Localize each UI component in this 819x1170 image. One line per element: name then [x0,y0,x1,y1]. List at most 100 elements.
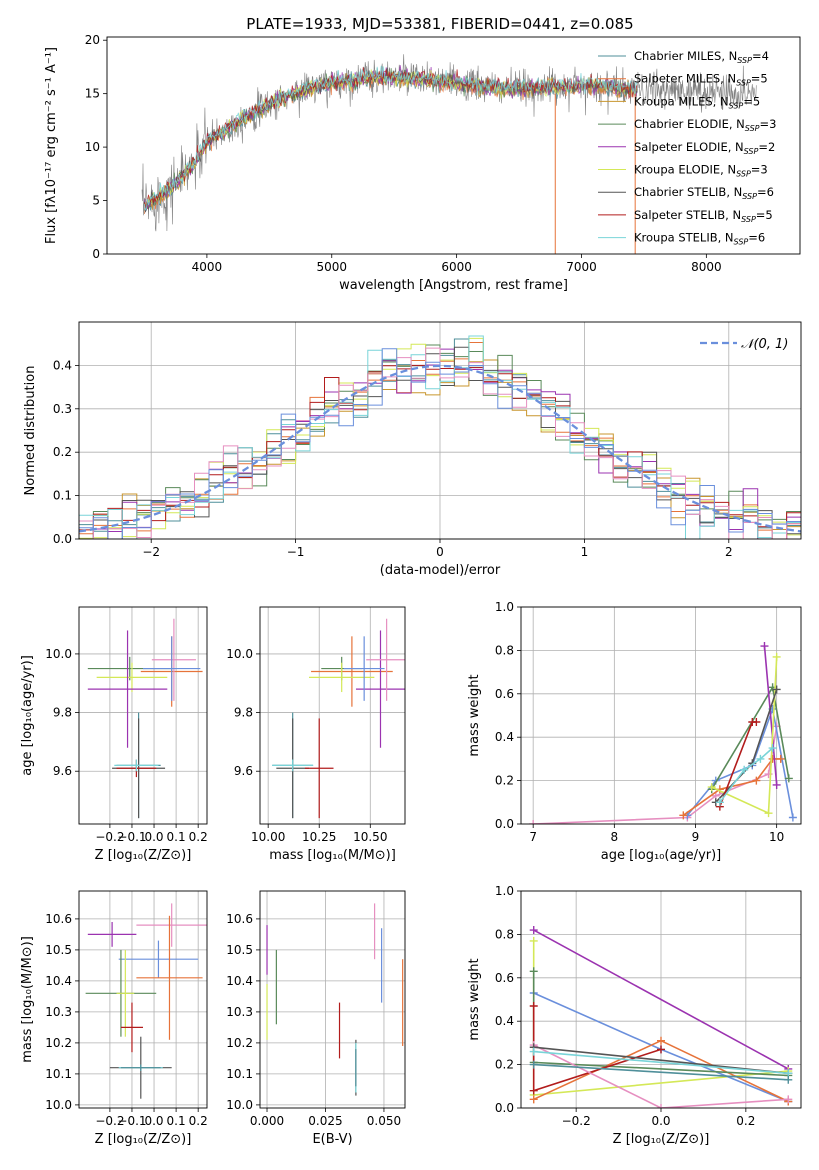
mass-weight-marker [752,718,761,727]
axes-frame [106,36,801,255]
y-tick-label: 10.2 [226,1036,253,1050]
y-tick-label: 10.6 [226,912,253,926]
y-tick-label: 10.3 [226,1005,253,1019]
axes-frame [78,321,802,540]
legend-label-suffix: =2 [758,140,775,154]
legend-label-suffix: =5 [751,72,768,86]
x-axis-label: age [log₁₀(age/yr)] [601,848,722,863]
mass-weight-line [533,929,789,1070]
y-tick-label: 0.1 [53,489,72,503]
y-tick-label: 5 [92,194,100,208]
x-tick-label: 0.2 [189,830,208,844]
legend-label-suffix: =5 [756,208,773,222]
y-tick-label: 0.2 [53,445,72,459]
x-axis-label: Z [log₁₀(Z/Z⊙)] [95,1132,192,1147]
x-tick-label: 4000 [192,260,223,274]
mass-weight-marker [768,754,777,763]
mass-weight-marker [715,798,724,807]
mass-weight-marker [529,1060,538,1069]
x-tick-label: 7000 [566,260,597,274]
plot-area [529,926,793,1108]
legend-label: Kroupa MILES, NSSP=5 [634,94,760,110]
legend-label: 𝒩(0, 1) [741,337,788,352]
mass-weight-marker [776,754,785,763]
y-tick-label: 0.2 [495,774,514,788]
legend-label-sub: SSP [742,192,757,201]
plot-area [85,903,207,1099]
x-tick-label: 8000 [691,260,722,274]
x-tick-label: −0.2 [95,1114,124,1128]
x-tick-label: 0.1 [167,830,186,844]
mass-weight-line [715,689,778,803]
y-tick-label: 9.6 [234,764,253,778]
mass-weight-marker [529,926,538,935]
x-tick-label: 10.25 [302,830,336,844]
chart-panel-5: 7 8 9 10 0.0 0.2 0.4 0.6 0.8 1.0 age [log₁₀(age/yr… [467,600,802,863]
histogram-step [79,347,801,539]
chart-panel-2: −2 −1 0 1 2 0.0 0.1 0.2 0.3 0.4 (data-model)/error… [23,321,802,578]
x-tick-label: 0.1 [167,1114,186,1128]
legend-label-main: Chabrier STELIB, N [634,185,742,199]
y-tick-label: 0 [92,247,100,261]
mass-weight-marker [707,783,716,792]
legend-label-suffix: =6 [748,231,765,245]
x-axis-label: Z [log₁₀(Z/Z⊙)] [95,848,192,863]
y-tick-label: 10.2 [45,1036,72,1050]
plot-area [529,642,797,824]
normal-curve [79,364,801,533]
legend-label: Salpeter ELODIE, NSSP=2 [634,140,775,156]
mass-weight-line [719,747,774,803]
mass-weight-marker [760,642,769,651]
mass-weight-marker [657,1104,665,1108]
plot-area [141,54,757,254]
x-tick-label: 9 [692,830,700,844]
x-tick-label: −1 [287,545,305,559]
plot-area [272,618,405,819]
plot-area [87,618,203,819]
histogram-step [79,348,801,539]
mass-weight-marker [529,936,538,945]
chart-panel-1: 4000 5000 6000 7000 8000 0 5 10 15 20 wavelength [… [44,33,801,293]
axes-frame [520,606,802,825]
mass-weight-marker [772,652,781,661]
spectrum-model-line [144,65,638,211]
y-tick-label: 9.6 [53,764,72,778]
mass-weight-line [533,1063,789,1081]
chart-panel-7: 0.000 0.025 0.050 10.0 10.1 10.2 10.3 10.4 10.5 1… [226,890,406,1147]
legend-label: Salpeter STELIB, NSSP=5 [634,208,773,224]
mass-weight-marker [529,1047,538,1056]
legend-label-main: Kroupa ELODIE, N [634,163,736,177]
y-tick-label: 10 [85,140,100,154]
x-tick-label: 0.2 [736,1114,755,1128]
legend-label-sub: SSP [745,124,760,133]
chart-panel-4: 10.00 10.25 10.50 9.6 9.8 10.0 mass [log₁₀(M/M… [226,606,406,863]
x-tick-label: 2 [725,545,733,559]
y-tick-label: 20 [85,33,100,47]
y-tick-label: 10.0 [226,647,253,661]
legend-label-sub: SSP [736,79,751,88]
y-tick-label: 10.4 [226,974,253,988]
mass-weight-marker [764,809,773,818]
mass-weight-marker [784,1095,793,1104]
y-tick-label: 15 [85,87,100,101]
mass-weight-marker [752,776,761,785]
y-tick-label: 0.8 [495,927,514,941]
x-tick-label: −2 [142,545,160,559]
legend-label-main: Chabrier MILES, N [634,49,737,63]
legend-label: Chabrier STELIB, NSSP=6 [634,185,774,201]
mass-weight-marker [772,780,781,789]
chart-panel-3: −0.2−0.10.0 0.1 0.2 9.6 9.8 10.0 Z [log₁₀(Z/Z⊙… [20,606,208,863]
figure-title: PLATE=1933, MJD=53381, FIBERID=0441, z=0… [246,15,633,33]
plot-area [79,335,801,539]
y-tick-label: 10.0 [226,1098,253,1112]
axes-frame [520,890,802,1109]
x-tick-label: 5000 [316,260,347,274]
legend-label-main: Kroupa STELIB, N [634,231,734,245]
legend-label-suffix: =5 [743,94,760,108]
mass-weight-line [711,685,790,790]
grid-lines [260,891,405,1108]
y-tick-label: 0.2 [495,1058,514,1072]
y-axis-label: Normed distribution [23,366,38,496]
mass-weight-marker [529,1086,538,1095]
x-tick-label: 0.000 [250,1114,284,1128]
